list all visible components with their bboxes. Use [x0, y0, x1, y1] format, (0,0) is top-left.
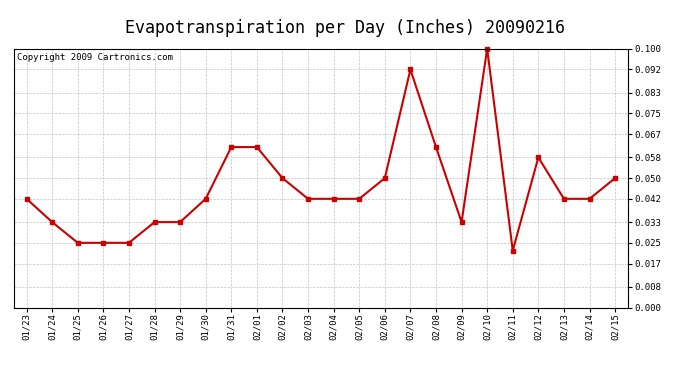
- Text: Copyright 2009 Cartronics.com: Copyright 2009 Cartronics.com: [17, 53, 172, 62]
- Text: Evapotranspiration per Day (Inches) 20090216: Evapotranspiration per Day (Inches) 2009…: [125, 19, 565, 37]
